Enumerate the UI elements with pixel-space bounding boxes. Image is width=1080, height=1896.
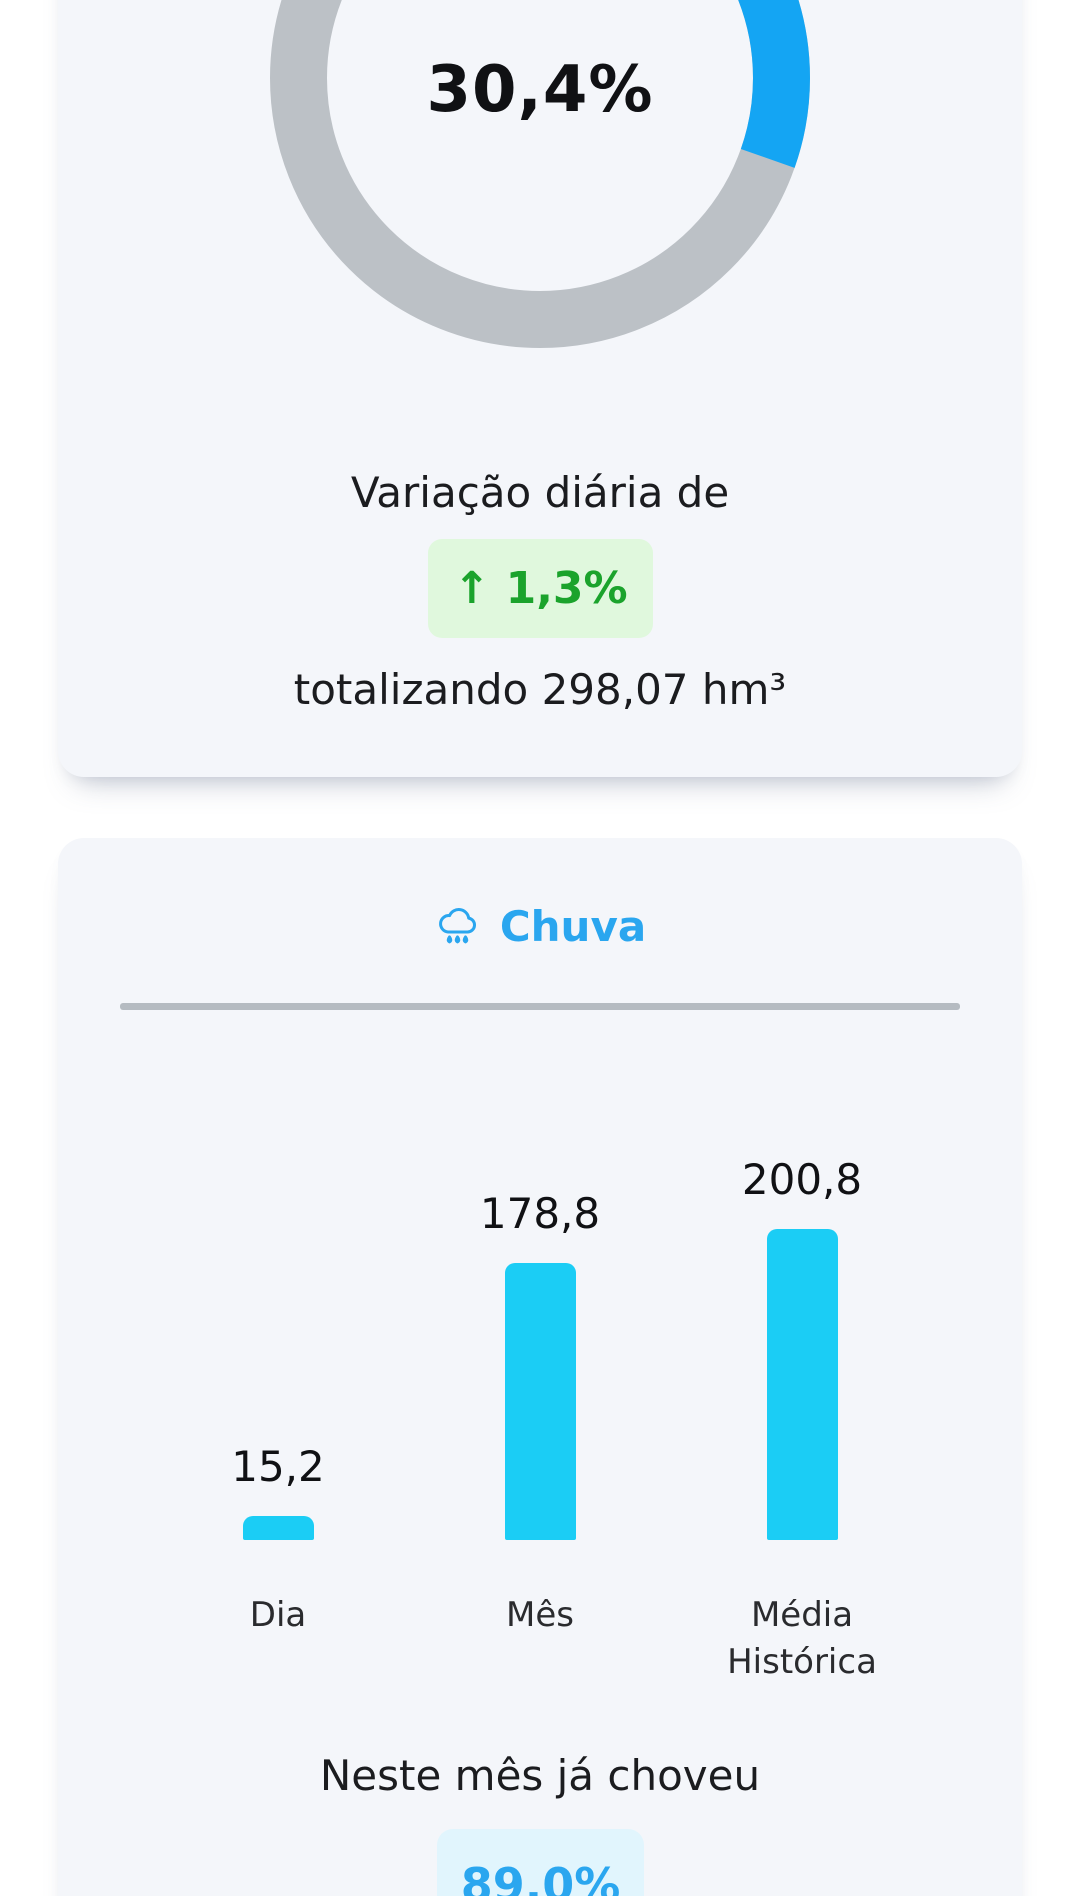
total-volume-text: totalizando 298,07 hm³: [293, 665, 787, 714]
rain-footer-text: Neste mês já choveu: [319, 1751, 761, 1800]
rain-percent-badge: 89,0%: [437, 1829, 644, 1896]
category-label-dia: Dia: [249, 1595, 307, 1635]
bar-value-label: 15,2: [231, 1441, 325, 1491]
variation-badge: ↑ 1,3%: [428, 539, 653, 638]
rain-card-title: Chuva: [499, 902, 647, 951]
rain-cloud-icon: [438, 907, 476, 943]
category-label-mes: Mês: [506, 1595, 574, 1635]
rain-percent-value: 89,0%: [460, 1858, 621, 1896]
bar-mes: [504, 1263, 576, 1540]
bar-column-mes: 178,8: [409, 1188, 671, 1540]
donut-arc: [270, 0, 810, 348]
header-divider: [120, 1003, 960, 1010]
reservoir-donut-chart: [270, 0, 810, 348]
bar-dia: [242, 1516, 314, 1540]
donut-track: [270, 0, 810, 348]
category-label-media-historica: Média Histórica: [727, 1595, 877, 1682]
bar-value-label: 200,8: [741, 1154, 863, 1204]
bar-column-dia: 15,2: [147, 1441, 409, 1540]
reservoir-percent-label: 30,4%: [426, 53, 654, 127]
rain-card-header: Chuva: [58, 902, 1022, 951]
reservoir-card: 30,4% Variação diária de ↑ 1,3% totaliza…: [58, 0, 1022, 777]
bar-media-historica: [766, 1229, 838, 1540]
bar-column-media-historica: 200,8: [671, 1154, 933, 1540]
variation-text: Variação diária de: [350, 468, 730, 517]
variation-badge-value: ↑ 1,3%: [453, 563, 628, 614]
bar-value-label: 178,8: [479, 1188, 601, 1238]
rain-card: Chuva 15,2 178,8 200,8 Dia Mês: [58, 838, 1022, 1896]
